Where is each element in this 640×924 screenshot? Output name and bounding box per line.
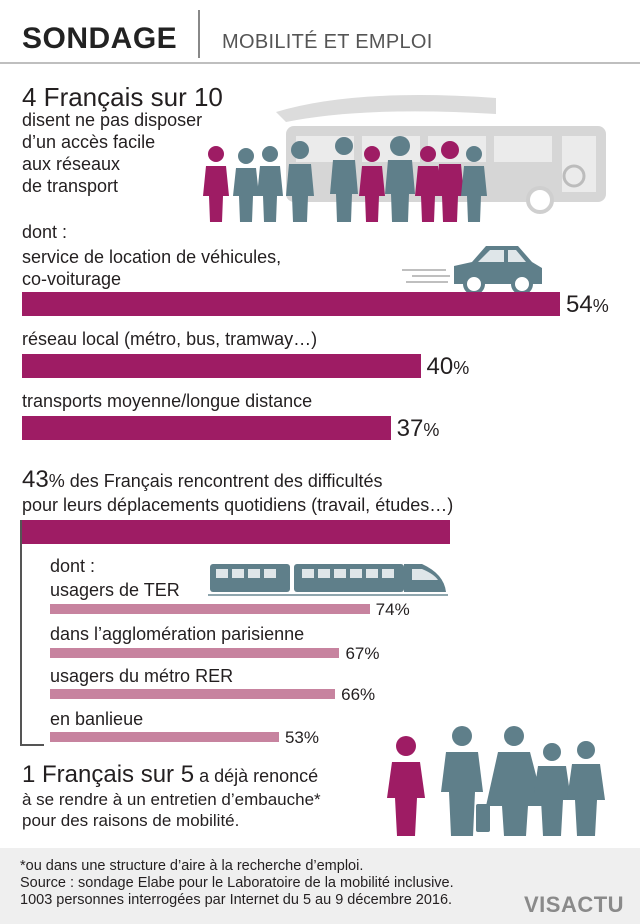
sub-bar xyxy=(50,689,336,699)
header-divider xyxy=(198,10,200,58)
section3-headline-big: 1 Français sur 5 xyxy=(22,761,195,788)
footer-note: *ou dans une structure d’aire à la reche… xyxy=(20,858,364,874)
section1-subline-1: disent ne pas disposer xyxy=(22,110,203,130)
footer-notes: *ou dans une structure d’aire à la reche… xyxy=(20,858,520,909)
page-subtitle: MOBILITÉ ET EMPLOI xyxy=(222,31,433,53)
bar-value-number: 37 xyxy=(396,415,424,442)
sub-bar-label: en banlieue xyxy=(50,709,144,729)
section3-line-1: à se rendre à un entretien d’embauche* xyxy=(22,790,321,809)
bar-label-line: réseau local (métro, bus, tramway…) xyxy=(22,329,318,349)
sub-bar-label: dans l’agglomération parisienne xyxy=(50,624,305,644)
bar xyxy=(22,292,560,316)
sub-bar xyxy=(50,648,340,658)
visactu-logo: VISACTU xyxy=(524,892,625,917)
job-seekers-icon xyxy=(387,726,605,836)
section3-body: à se rendre à un entretien d’embauche* p… xyxy=(22,789,321,831)
bar-value-unit: % xyxy=(423,420,440,440)
sub-bar-value-label: 53% xyxy=(284,728,319,747)
section3-headline-rest: a déjà renoncé xyxy=(194,766,319,786)
car-icon xyxy=(402,246,542,295)
train-icon xyxy=(208,564,448,596)
bar xyxy=(22,354,421,378)
section1-subline-4: de transport xyxy=(22,176,119,196)
section1-subline-3: aux réseaux xyxy=(22,154,121,174)
bar-label: service de location de véhicules, co-voit… xyxy=(22,246,281,290)
section2-headline: 43% des Français rencontrent des difficu… xyxy=(22,468,453,517)
bar-label-line: co-voiturage xyxy=(22,269,122,289)
section1-subline: disent ne pas disposer d’un accès facile… xyxy=(22,109,232,197)
bar-label-line: transports moyenne/longue distance xyxy=(22,391,313,411)
section2-dont: dont : xyxy=(50,556,96,576)
section1-dont: dont : xyxy=(22,222,68,242)
bar-total xyxy=(22,520,451,544)
bar-label-line: service de location de véhicules, xyxy=(22,247,282,267)
sub-bar-value-label: 66% xyxy=(341,685,376,704)
sub-bar-label: usagers du métro RER xyxy=(50,666,234,686)
bar-value-unit: % xyxy=(453,358,470,378)
section3-line-2: pour des raisons de mobilité. xyxy=(22,811,240,830)
section2-headline-rest: des Français rencontrent des difficultés xyxy=(64,471,383,491)
sub-bar-value-label: 67% xyxy=(345,644,380,663)
bar-value-number: 40 xyxy=(426,353,454,380)
bar xyxy=(22,416,391,440)
bar-value-label: 54% xyxy=(566,291,609,319)
sub-bar-value-label: 74% xyxy=(375,600,410,619)
bar-label: transports moyenne/longue distance xyxy=(22,390,312,412)
footer-sample: 1003 personnes interrogées par Internet … xyxy=(20,892,453,908)
bar-label: réseau local (métro, bus, tramway…) xyxy=(22,328,317,350)
bus-stop-illustration xyxy=(203,95,606,222)
sub-bar-label: usagers de TER xyxy=(50,580,180,600)
bracket-bottom xyxy=(20,744,44,746)
bar-value-label: 37% xyxy=(397,415,440,443)
footer-band xyxy=(0,848,640,924)
sub-bar xyxy=(50,604,370,614)
bar-value-unit: % xyxy=(592,296,609,316)
sub-bar xyxy=(50,732,279,742)
section3-headline: 1 Français sur 5 a déjà renoncé xyxy=(22,763,318,788)
page-title: SONDAGE xyxy=(22,22,178,55)
bar-value-label: 40% xyxy=(427,353,470,381)
footer-source: Source : sondage Elabe pour le Laboratoi… xyxy=(20,875,454,891)
section2-unit: % xyxy=(48,471,65,491)
header-rule xyxy=(0,62,640,64)
section1-subline-2: d’un accès facile xyxy=(22,132,156,152)
bracket-vertical xyxy=(20,520,22,746)
crowd-icon xyxy=(203,136,487,222)
section2-headline-line2: pour leurs déplacements quotidiens (trav… xyxy=(22,495,454,515)
section1-headline: 4 Français sur 10 xyxy=(22,82,223,112)
section2-value: 43 xyxy=(22,466,49,493)
bar-value-number: 54 xyxy=(566,291,593,318)
